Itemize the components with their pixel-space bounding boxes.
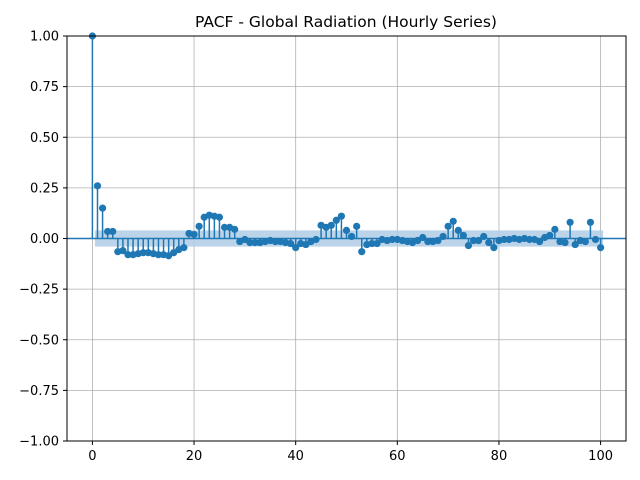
y-tick-label: −0.75 (19, 384, 59, 399)
pacf-point (98, 204, 107, 212)
pacf-point (215, 213, 224, 221)
pacf-point (459, 231, 467, 240)
pacf-point (454, 226, 462, 234)
pacf-point (591, 235, 600, 244)
y-tick-label: 0.00 (30, 232, 59, 247)
pacf-point (551, 225, 559, 233)
chart-title: PACF - Global Radiation (Hourly Series) (195, 13, 497, 31)
pacf-point (271, 237, 279, 246)
pacf-point (419, 233, 427, 242)
pacf-point (525, 235, 534, 244)
x-tick-label: 60 (389, 449, 406, 464)
pacf-point (109, 227, 117, 236)
y-tick-label: −0.50 (19, 333, 59, 348)
pacf-point (327, 221, 335, 229)
pacf-point (373, 239, 381, 248)
pacf-point (434, 236, 442, 245)
pacf-point (581, 237, 589, 246)
y-tick-label: 0.75 (30, 80, 59, 95)
plot-area (67, 32, 626, 442)
pacf-point (424, 237, 432, 246)
pacf-point (190, 230, 198, 239)
pacf-point (347, 232, 356, 241)
x-tick-label: 40 (287, 449, 304, 464)
pacf-point (139, 249, 147, 257)
pacf-point (485, 238, 493, 247)
pacf-point (368, 239, 376, 248)
pacf-point (180, 244, 188, 252)
pacf-point (500, 235, 508, 244)
pacf-point (251, 238, 259, 247)
pacf-point (104, 227, 112, 236)
pacf-point (388, 235, 396, 244)
pacf-point (246, 238, 254, 247)
y-tick-label: 0.50 (30, 131, 59, 146)
pacf-point (449, 217, 457, 225)
x-tick-label: 0 (88, 449, 96, 464)
pacf-point (93, 182, 102, 190)
pacf-point (287, 239, 295, 248)
pacf-point (571, 240, 579, 249)
pacf-point (358, 248, 366, 256)
pacf-point (469, 236, 478, 245)
pacf-point (312, 235, 320, 244)
pacf-point (475, 236, 483, 245)
x-tick-label: 80 (491, 449, 508, 464)
pacf-point (119, 247, 127, 255)
pacf-point (124, 251, 132, 259)
pacf-point (154, 251, 163, 259)
pacf-point (231, 225, 239, 233)
pacf-point (490, 244, 498, 252)
pacf-point (353, 222, 361, 230)
pacf-point (220, 223, 229, 231)
y-tick-label: 1.00 (30, 30, 59, 45)
x-tick-label: 20 (186, 449, 203, 464)
y-tick-label: 0.25 (30, 181, 59, 196)
pacf-point (444, 222, 452, 230)
pacf-point (566, 218, 574, 226)
pacf-point (342, 226, 351, 234)
pacf-point (536, 237, 544, 246)
pacf-point (195, 222, 203, 230)
pacf-point (586, 218, 595, 226)
pacf-point (292, 244, 300, 252)
x-tick-label: 100 (588, 449, 613, 464)
pacf-point (332, 216, 340, 224)
y-tick-label: −0.25 (19, 283, 59, 298)
pacf-point (439, 232, 447, 241)
pacf-point (596, 244, 605, 252)
pacf-point (546, 231, 554, 240)
axes: 0 20 40 60 80 100 −1.00 −0.75 −0.50 −0.25 0.00 0.25… (19, 30, 613, 465)
y-tick-label: −1.00 (19, 435, 59, 450)
pacf-point (480, 232, 488, 241)
pacf-point (464, 241, 473, 250)
pacf-point (561, 238, 569, 247)
pacf-point (337, 212, 346, 220)
